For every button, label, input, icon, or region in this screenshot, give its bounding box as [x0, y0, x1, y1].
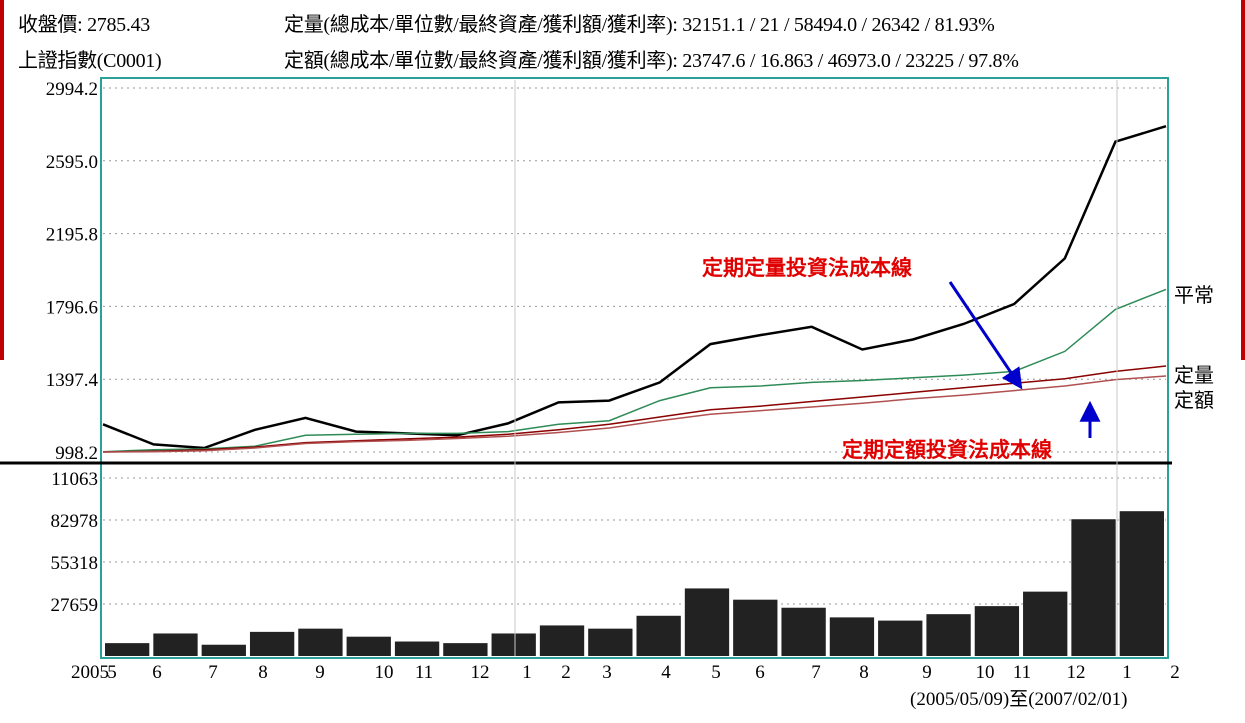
- right-border: [1241, 0, 1245, 360]
- volume-bar: [781, 607, 826, 656]
- x-tick-label: 10: [976, 662, 995, 683]
- x-tick-label: 5: [107, 662, 117, 683]
- volume-bar: [201, 644, 246, 656]
- volume-bar: [1023, 591, 1068, 656]
- volume-bar: [684, 588, 730, 656]
- left-border: [0, 0, 4, 360]
- volume-bar: [926, 614, 971, 656]
- volume-bar: [443, 643, 488, 656]
- x-tick-label: 8: [258, 662, 268, 683]
- x-tick-label: 7: [811, 662, 821, 683]
- x-tick-label: 2005: [71, 662, 109, 683]
- volume-bar: [878, 620, 923, 656]
- volume-bar: [153, 633, 198, 656]
- x-tick-label: 2: [1170, 662, 1180, 683]
- price-y-tick: 2195.8: [46, 225, 98, 246]
- x-tick-label: 9: [315, 662, 325, 683]
- x-tick-label: 4: [661, 662, 671, 683]
- dca-amt-summary: 定額(總成本/單位數/最終資產/獲利額/獲利率): 23747.6 / 16.8…: [284, 50, 1019, 72]
- x-tick-label: 12: [1067, 662, 1086, 683]
- volume-bar: [588, 628, 633, 656]
- x-tick-label: 8: [859, 662, 869, 683]
- volume-bar: [829, 617, 875, 656]
- volume-y-tick: 55318: [51, 553, 99, 574]
- volume-bars: [105, 511, 1164, 656]
- price-y-tick: 998.2: [55, 443, 98, 464]
- series-line-4: [102, 375, 1167, 453]
- x-tick-label: 11: [1013, 662, 1031, 683]
- volume-bar: [636, 615, 681, 656]
- volume-bar: [1119, 511, 1164, 656]
- qty-arrow: [948, 281, 1023, 390]
- x-tick-label: 7: [208, 662, 218, 683]
- price-y-tick: 2994.2: [46, 79, 98, 100]
- volume-bar: [394, 641, 440, 656]
- x-tick-label: 12: [471, 662, 490, 683]
- x-tick-label: 6: [755, 662, 765, 683]
- volume-y-tick: 27659: [51, 595, 99, 616]
- volume-bar: [1071, 519, 1116, 656]
- volume-bar: [491, 633, 536, 656]
- volume-bar: [105, 643, 150, 656]
- normal-line-label: 平常: [1174, 283, 1214, 307]
- x-tick-label: 1: [1122, 662, 1132, 683]
- grid-lines: [103, 87, 1166, 605]
- volume-bar: [733, 599, 778, 656]
- date-range: (2005/05/09)至(2007/02/01): [910, 689, 1127, 710]
- volume-bar: [974, 606, 1020, 656]
- chart-frame: [100, 77, 1169, 659]
- series-line-1: [102, 125, 1167, 450]
- x-tick-label: 10: [375, 662, 394, 683]
- volume-y-tick: 82978: [51, 511, 99, 532]
- volume-bar: [298, 628, 343, 656]
- price-y-tick: 1397.4: [46, 370, 99, 391]
- qty-cost-line-annotation: 定期定量投資法成本線: [702, 256, 912, 280]
- series-line-2: [102, 288, 1167, 453]
- amt-line-label: 定額: [1174, 388, 1214, 412]
- x-tick-label: 9: [922, 662, 932, 683]
- series-lines: [102, 125, 1167, 453]
- dca-qty-summary: 定量(總成本/單位數/最終資產/獲利額/獲利率): 32151.1 / 21 /…: [284, 14, 995, 36]
- index-label: 上證指數(C0001): [18, 50, 162, 72]
- x-tick-label: 2: [561, 662, 571, 683]
- x-tick-label: 5: [711, 662, 721, 683]
- x-tick-label: 3: [602, 662, 612, 683]
- x-tick-label: 11: [415, 662, 433, 683]
- volume-bar: [249, 631, 295, 656]
- volume-y-tick: 11063: [51, 469, 98, 490]
- close-value: 2785.43: [87, 14, 150, 36]
- price-y-tick: 2595.0: [46, 152, 98, 173]
- close-label-text: 收盤價:: [18, 14, 83, 36]
- x-tick-label: 1: [522, 662, 532, 683]
- close-label: 收盤價: 2785.43: [18, 8, 150, 37]
- volume-bar: [539, 625, 585, 656]
- volume-bar: [346, 636, 391, 656]
- y-tick-labels: 2994.2 2595.0 2195.8 1796.6 1397.4 998.2 11063…: [46, 79, 99, 616]
- price-y-tick: 1796.6: [46, 297, 98, 318]
- x-tick-label: 6: [152, 662, 162, 683]
- qty-line-label: 定量: [1174, 363, 1214, 387]
- amt-cost-line-annotation: 定期定額投資法成本線: [842, 438, 1052, 462]
- series-line-3: [102, 365, 1167, 453]
